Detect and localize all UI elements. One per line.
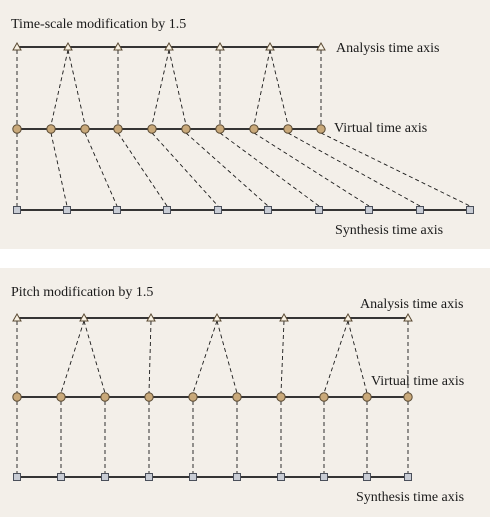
virtual-synthesis-link [219,132,320,207]
virtual-marker [100,392,110,402]
virtual-synthesis-link [117,132,168,207]
synthesis-marker [233,473,241,481]
synthesis-marker [404,473,412,481]
virtual-marker [12,124,22,134]
virtual-synthesis-link [50,132,68,207]
timescale-diagram [12,41,474,214]
analysis-virtual-link [67,49,86,126]
timescale-panel: Time-scale modification by 1.5 Analysis … [0,0,490,249]
analysis-marker [63,41,73,51]
virtual-marker [362,392,372,402]
virtual-marker [232,392,242,402]
virtual-synthesis-link [287,132,421,207]
analysis-virtual-link [269,49,289,126]
virtual-marker [249,124,259,134]
virtual-marker [12,392,22,402]
synthesis-marker [101,473,109,481]
timescale-virtual-label: Virtual time axis [334,121,428,136]
analysis-virtual-link [151,49,170,126]
virtual-marker [276,392,286,402]
virtual-synthesis-link [151,132,219,207]
pitch-synthesis-label: Synthesis time axis [356,490,465,505]
analysis-virtual-link [148,320,152,394]
analysis-marker [164,41,174,51]
synthesis-marker [57,473,65,481]
analysis-virtual-link [347,320,368,394]
analysis-marker [212,312,222,322]
analysis-marker [12,312,22,322]
analysis-marker [343,312,353,322]
analysis-virtual-link [168,49,187,126]
analysis-marker [403,312,413,322]
analysis-virtual-link [192,320,218,394]
analysis-marker [146,312,156,322]
synthesis-marker [264,206,272,214]
synthesis-marker [315,206,323,214]
virtual-synthesis-link [253,132,370,207]
synthesis-marker [13,473,21,481]
synthesis-marker [365,206,373,214]
timescale-synthesis-label: Synthesis time axis [335,223,444,238]
timescale-title: Time-scale modification by 1.5 [11,17,187,32]
synthesis-marker [320,473,328,481]
analysis-virtual-link [253,49,271,126]
synthesis-marker [113,206,121,214]
analysis-virtual-link [60,320,85,394]
virtual-marker [147,124,157,134]
analysis-marker [79,312,89,322]
virtual-marker [319,392,329,402]
virtual-synthesis-link [185,132,269,207]
pitch-virtual-label: Virtual time axis [371,374,465,389]
virtual-synthesis-link [84,132,118,207]
pitch-panel: Pitch modification by 1.5 Analysis time … [0,268,490,517]
virtual-marker [283,124,293,134]
timescale-analysis-label: Analysis time axis [336,41,440,56]
synthesis-marker [145,473,153,481]
analysis-virtual-link [50,49,69,126]
virtual-marker [113,124,123,134]
virtual-marker [188,392,198,402]
analysis-virtual-link [280,320,285,394]
analysis-marker [279,312,289,322]
virtual-marker [46,124,56,134]
synthesis-marker [214,206,222,214]
synthesis-marker [163,206,171,214]
analysis-marker [265,41,275,51]
pitch-diagram [12,312,413,481]
synthesis-marker [63,206,71,214]
analysis-virtual-link [83,320,106,394]
synthesis-marker [277,473,285,481]
virtual-marker [215,124,225,134]
analysis-virtual-link [323,320,349,394]
virtual-marker [181,124,191,134]
analysis-virtual-link [216,320,238,394]
synthesis-marker [13,206,21,214]
synthesis-marker [363,473,371,481]
analysis-marker [215,41,225,51]
analysis-marker [316,41,326,51]
virtual-marker [56,392,66,402]
pitch-title: Pitch modification by 1.5 [11,285,154,300]
synthesis-marker [416,206,424,214]
pitch-analysis-label: Analysis time axis [360,297,464,312]
virtual-marker [403,392,413,402]
virtual-marker [80,124,90,134]
synthesis-marker [466,206,474,214]
virtual-marker [144,392,154,402]
virtual-marker [316,124,326,134]
analysis-marker [12,41,22,51]
virtual-synthesis-link [320,132,471,207]
synthesis-marker [189,473,197,481]
analysis-marker [113,41,123,51]
